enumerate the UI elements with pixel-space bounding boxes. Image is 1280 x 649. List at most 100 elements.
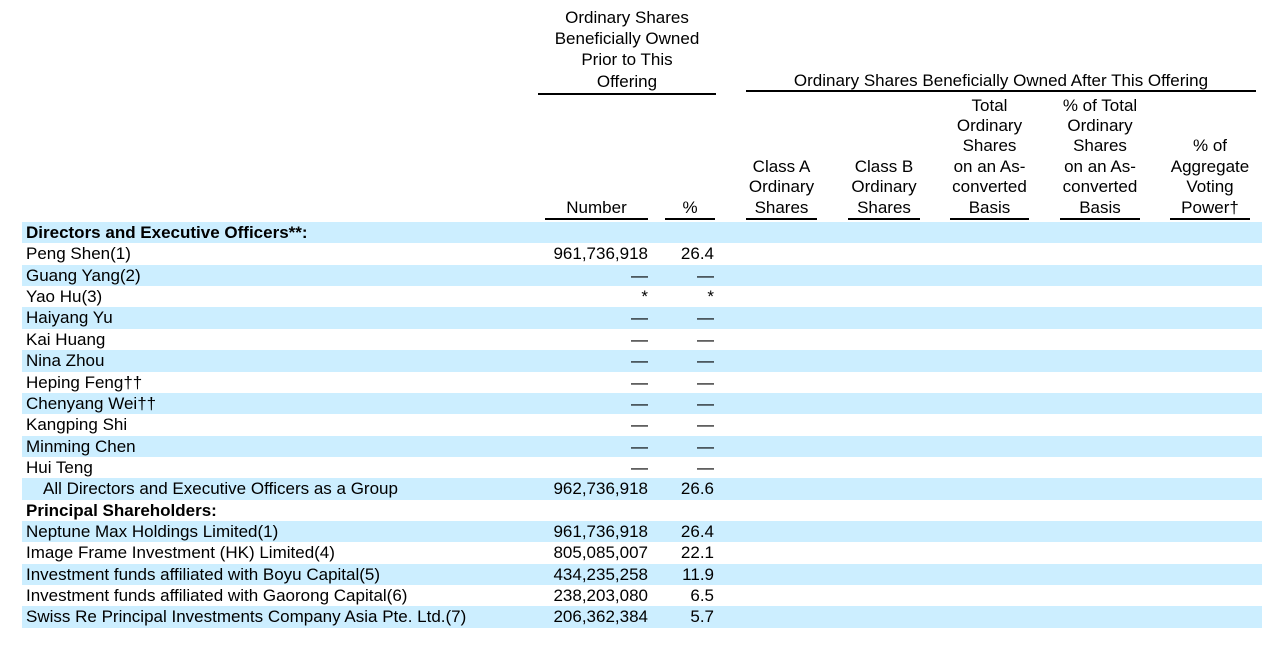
shares-number-value: 206,362,384 — [553, 607, 648, 627]
shareholder-name: Nina Zhou — [26, 351, 105, 371]
shares-percent-value: * — [707, 287, 714, 307]
shareholder-name: Neptune Max Holdings Limited(1) — [26, 522, 279, 542]
shares-number-value: 961,736,918 — [553, 522, 648, 542]
column-header-line: Voting — [1186, 177, 1234, 197]
column-header-total: Total Ordinary Shares on an As-converted Bas… — [950, 96, 1029, 220]
shares-percent-value: — — [697, 265, 714, 285]
table-row: Heping Feng†† — — — [22, 372, 1262, 393]
column-header-line: Basis — [968, 197, 1011, 217]
column-header-pct: % — [665, 96, 715, 220]
column-header-line: Class A — [752, 156, 811, 176]
table-row: Haiyang Yu — — — [22, 307, 1262, 329]
column-header-line: Ordinary — [851, 177, 917, 197]
column-header-classA: Class A Ordinary Shares — [746, 96, 817, 220]
shares-percent-value: 26.4 — [680, 522, 714, 542]
shareholder-name: Investment funds affiliated with Gaorong… — [26, 586, 408, 606]
column-header-line: Class B — [854, 156, 914, 176]
table-row: Investment funds affiliated with Gaorong… — [22, 585, 1262, 606]
shares-percent-value: — — [697, 393, 714, 413]
shareholder-name: Image Frame Investment (HK) Limited(4) — [26, 543, 335, 563]
after-offering-group-label: Ordinary Shares Beneficially Owned After… — [793, 71, 1209, 90]
shares-percent-value: — — [697, 457, 714, 477]
table-row: Hui Teng — — — [22, 457, 1262, 478]
table-row: All Directors and Executive Officers as … — [22, 478, 1262, 500]
prior-offering-header-line: Beneficially Owned — [554, 29, 700, 49]
shareholder-name: Minming Chen — [26, 436, 136, 456]
shares-number-value: — — [631, 415, 648, 435]
table-row: Minming Chen — — — [22, 435, 1262, 457]
shares-number-value: — — [631, 457, 648, 477]
shares-number-value: — — [631, 265, 648, 285]
shares-percent-value: 22.1 — [680, 543, 714, 563]
column-header-line: Basis — [1079, 197, 1121, 217]
table-row: Yao Hu(3) * * — [22, 286, 1262, 307]
shareholder-name: All Directors and Executive Officers as … — [43, 479, 398, 499]
table-row: Neptune Max Holdings Limited(1) 961,736,9… — [22, 521, 1262, 543]
shares-number-value: — — [631, 393, 648, 413]
table-row: Peng Shen(1) 961,736,918 26.4 — [22, 243, 1262, 264]
column-header-line: Shares — [962, 136, 1017, 156]
column-header-line: on an As- — [953, 156, 1026, 176]
table-row: Principal Shareholders: — [22, 500, 1262, 521]
shares-number-value: 434,235,258 — [553, 564, 648, 584]
prior-offering-header-line: Offering — [596, 71, 658, 91]
column-header-line: Ordinary — [956, 115, 1023, 135]
table-row: Investment funds affiliated with Boyu Ca… — [22, 563, 1262, 586]
column-header-number: Number — [545, 96, 648, 220]
shares-percent-value: — — [697, 415, 714, 435]
column-header-line: % of — [1192, 136, 1228, 156]
column-header-line: Number — [566, 197, 627, 217]
shares-percent-value: — — [697, 436, 714, 456]
shares-percent-value: — — [697, 372, 714, 392]
shares-number-value: 961,736,918 — [553, 244, 648, 264]
column-header-line: % of Total — [1062, 95, 1138, 115]
table-row: Kangping Shi — — — [22, 414, 1262, 435]
column-header-line: % — [682, 197, 698, 217]
shareholder-name: Haiyang Yu — [26, 308, 113, 328]
shares-percent-value: 5.7 — [690, 607, 714, 627]
table-row: Kai Huang — — — [22, 329, 1262, 350]
shares-number-value: — — [631, 308, 648, 328]
shareholder-name: Peng Shen(1) — [26, 244, 131, 264]
shareholder-name: Hui Teng — [26, 457, 93, 477]
shares-number-value: 962,736,918 — [553, 479, 648, 499]
column-header-line: Shares — [1073, 136, 1127, 156]
shareholder-name: Directors and Executive Officers**: — [26, 223, 308, 242]
shares-number-value: 238,203,080 — [553, 586, 648, 606]
column-header-line: on an As- — [1064, 156, 1136, 176]
table-row: Chenyang Wei†† — — — [22, 392, 1262, 415]
column-header-line: Shares — [754, 197, 809, 217]
shares-number-value: — — [631, 372, 648, 392]
shares-percent-value: — — [697, 308, 714, 328]
shares-percent-value: 26.6 — [680, 479, 714, 499]
table-row: Directors and Executive Officers**: — [22, 222, 1262, 244]
table-row: Guang Yang(2) — — — [22, 264, 1262, 287]
shareholder-name: Guang Yang(2) — [26, 265, 141, 285]
column-header-line: converted — [1062, 177, 1138, 197]
shares-number-value: — — [631, 351, 648, 371]
shareholder-name: Principal Shareholders: — [26, 500, 217, 520]
shareholder-name: Chenyang Wei†† — [26, 393, 157, 413]
shareholder-name: Kangping Shi — [26, 415, 128, 435]
prior-offering-header-line: Ordinary Shares — [565, 8, 689, 27]
shareholder-name: Kai Huang — [26, 329, 106, 349]
column-header-line: Ordinary — [1067, 115, 1133, 135]
after-offering-group-header: Ordinary Shares Beneficially Owned After… — [746, 70, 1256, 92]
table-rows: Directors and Executive Officers**: Peng … — [22, 222, 1262, 628]
column-header-voting: % of Aggregate Voting Power† — [1170, 96, 1250, 220]
table-row: Image Frame Investment (HK) Limited(4) 80… — [22, 542, 1262, 563]
shares-number-value: — — [631, 329, 648, 349]
shares-percent-value: — — [697, 351, 714, 371]
shares-number-value: 805,085,007 — [553, 543, 648, 563]
column-header-pctTotal: % of Total Ordinary Shares on an As-convert… — [1060, 96, 1140, 220]
column-header-line: Ordinary — [748, 177, 815, 197]
prior-offering-header-line: Prior to This — [581, 50, 673, 70]
shares-percent-value: 6.5 — [690, 586, 714, 606]
shares-percent-value: 11.9 — [682, 564, 714, 584]
column-header-line: Shares — [857, 197, 911, 217]
shares-percent-value: — — [697, 329, 714, 349]
column-header-line: Total — [971, 95, 1008, 115]
column-header-line: Power† — [1181, 197, 1239, 217]
shares-number-value: * — [641, 287, 648, 307]
